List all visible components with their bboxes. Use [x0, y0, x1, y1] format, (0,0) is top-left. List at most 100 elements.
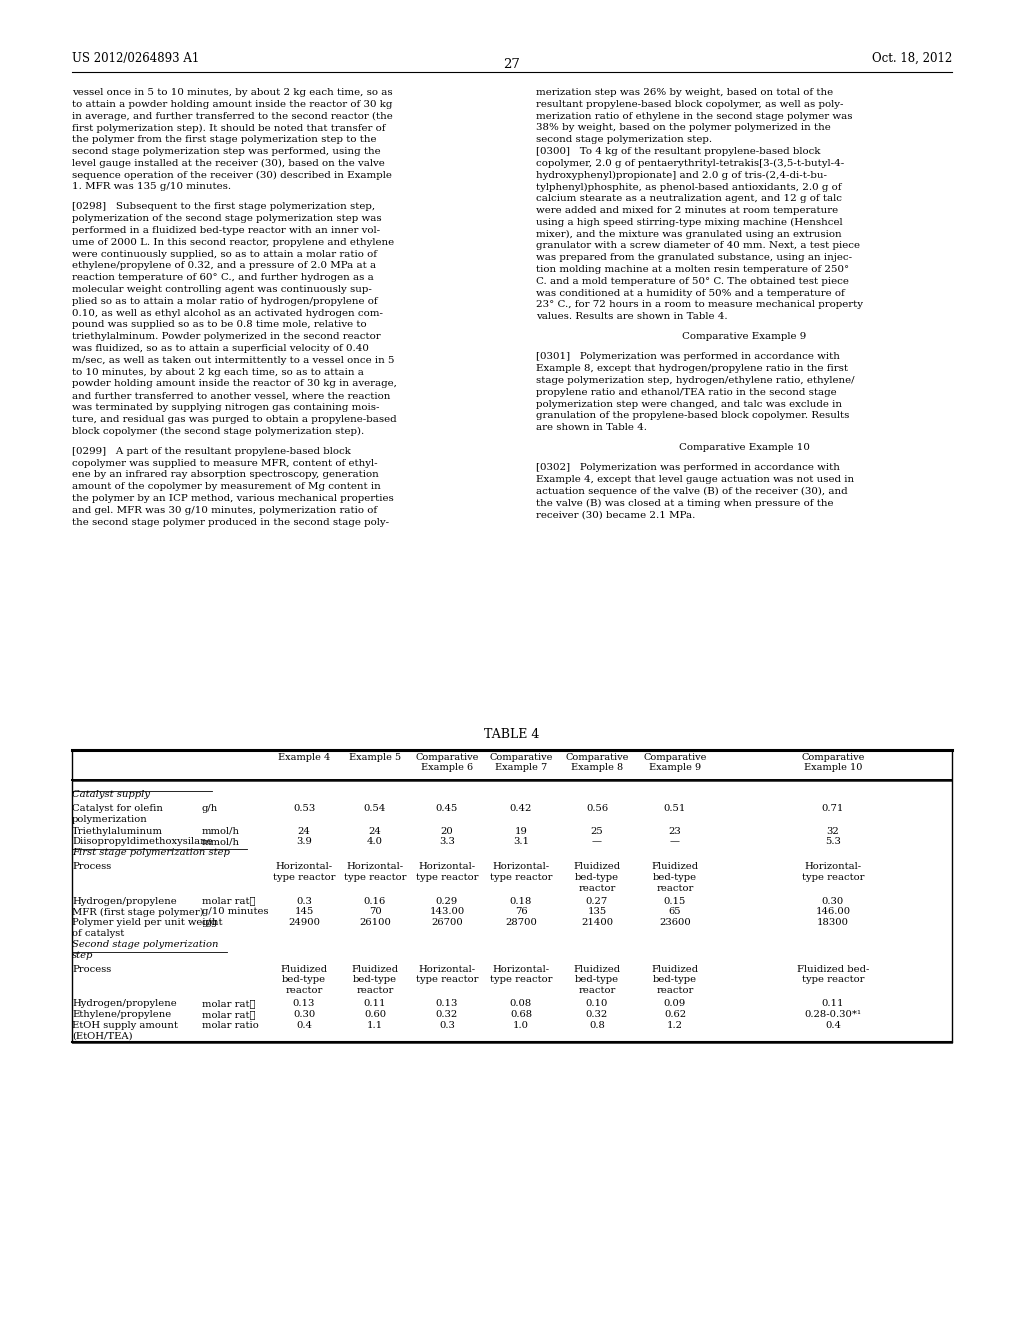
Text: copolymer was supplied to measure MFR, content of ethyl-: copolymer was supplied to measure MFR, c… — [72, 458, 378, 467]
Text: Example 8, except that hydrogen/propylene ratio in the first: Example 8, except that hydrogen/propylen… — [536, 364, 848, 374]
Text: hydroxyphenyl)propionate] and 2.0 g of tris-(2,4-di-t-bu-: hydroxyphenyl)propionate] and 2.0 g of t… — [536, 170, 827, 180]
Text: of catalyst: of catalyst — [72, 929, 124, 939]
Text: type reactor: type reactor — [802, 975, 864, 985]
Text: 0.11: 0.11 — [821, 999, 844, 1008]
Text: Horizontal-: Horizontal- — [493, 965, 550, 974]
Text: 0.10, as well as ethyl alcohol as an activated hydrogen com-: 0.10, as well as ethyl alcohol as an act… — [72, 309, 383, 318]
Text: 0.53: 0.53 — [293, 804, 315, 813]
Text: 1. MFR was 135 g/10 minutes.: 1. MFR was 135 g/10 minutes. — [72, 182, 231, 191]
Text: was conditioned at a humidity of 50% and a temperature of: was conditioned at a humidity of 50% and… — [536, 289, 845, 297]
Text: granulation of the propylene-based block copolymer. Results: granulation of the propylene-based block… — [536, 412, 849, 420]
Text: Polymer yield per unit weight: Polymer yield per unit weight — [72, 919, 222, 927]
Text: Diisopropyldimethoxysilane: Diisopropyldimethoxysilane — [72, 837, 213, 846]
Text: Fluidized: Fluidized — [351, 965, 398, 974]
Text: to attain a powder holding amount inside the reactor of 30 kg: to attain a powder holding amount inside… — [72, 100, 392, 108]
Text: molar ratⓡ: molar ratⓡ — [202, 1010, 256, 1019]
Text: ethylene/propylene of 0.32, and a pressure of 2.0 MPa at a: ethylene/propylene of 0.32, and a pressu… — [72, 261, 376, 271]
Text: tylphenyl)phosphite, as phenol-based antioxidants, 2.0 g of: tylphenyl)phosphite, as phenol-based ant… — [536, 182, 842, 191]
Text: 0.4: 0.4 — [825, 1020, 841, 1030]
Text: the polymer from the first stage polymerization step to the: the polymer from the first stage polymer… — [72, 135, 377, 144]
Text: granulator with a screw diameter of 40 mm. Next, a test piece: granulator with a screw diameter of 40 m… — [536, 242, 860, 251]
Text: 70: 70 — [369, 907, 381, 916]
Text: actuation sequence of the valve (B) of the receiver (30), and: actuation sequence of the valve (B) of t… — [536, 487, 848, 496]
Text: 32: 32 — [826, 826, 840, 836]
Text: 25: 25 — [591, 826, 603, 836]
Text: 0.54: 0.54 — [364, 804, 386, 813]
Text: the second stage polymer produced in the second stage poly-: the second stage polymer produced in the… — [72, 517, 389, 527]
Text: using a high speed stirring-type mixing machine (Henshcel: using a high speed stirring-type mixing … — [536, 218, 843, 227]
Text: [0300]   To 4 kg of the resultant propylene-based block: [0300] To 4 kg of the resultant propylen… — [536, 147, 820, 156]
Text: 38% by weight, based on the polymer polymerized in the: 38% by weight, based on the polymer poly… — [536, 123, 830, 132]
Text: 28700: 28700 — [505, 919, 537, 927]
Text: [0302]   Polymerization was performed in accordance with: [0302] Polymerization was performed in a… — [536, 463, 840, 473]
Text: was prepared from the granulated substance, using an injec-: was prepared from the granulated substan… — [536, 253, 852, 263]
Text: —: — — [670, 837, 680, 846]
Text: Example 5: Example 5 — [349, 752, 401, 762]
Text: are shown in Table 4.: are shown in Table 4. — [536, 424, 647, 432]
Text: EtOH supply amount: EtOH supply amount — [72, 1020, 178, 1030]
Text: 145: 145 — [294, 907, 313, 916]
Text: 0.68: 0.68 — [510, 1010, 532, 1019]
Text: Horizontal-: Horizontal- — [419, 965, 475, 974]
Text: Catalyst supply: Catalyst supply — [72, 789, 150, 799]
Text: 65: 65 — [669, 907, 681, 916]
Text: 0.29: 0.29 — [436, 896, 458, 906]
Text: Horizontal-: Horizontal- — [493, 862, 550, 871]
Text: type reactor: type reactor — [489, 873, 552, 882]
Text: second stage polymerization step was performed, using the: second stage polymerization step was per… — [72, 147, 381, 156]
Text: and gel. MFR was 30 g/10 minutes, polymerization ratio of: and gel. MFR was 30 g/10 minutes, polyme… — [72, 506, 377, 515]
Text: was terminated by supplying nitrogen gas containing mois-: was terminated by supplying nitrogen gas… — [72, 403, 380, 412]
Text: 23° C., for 72 hours in a room to measure mechanical property: 23° C., for 72 hours in a room to measur… — [536, 301, 863, 309]
Text: 0.62: 0.62 — [664, 1010, 686, 1019]
Text: molar ratⓡ: molar ratⓡ — [202, 896, 256, 906]
Text: 1.1: 1.1 — [367, 1020, 383, 1030]
Text: [0298]   Subsequent to the first stage polymerization step,: [0298] Subsequent to the first stage pol… — [72, 202, 375, 211]
Text: 0.71: 0.71 — [822, 804, 844, 813]
Text: step: step — [72, 950, 93, 960]
Text: Horizontal-: Horizontal- — [275, 862, 333, 871]
Text: first polymerization step). It should be noted that transfer of: first polymerization step). It should be… — [72, 123, 385, 132]
Text: bed-type: bed-type — [653, 873, 697, 882]
Text: triethylalminum. Powder polymerized in the second reactor: triethylalminum. Powder polymerized in t… — [72, 333, 381, 342]
Text: molar ratⓡ: molar ratⓡ — [202, 999, 256, 1008]
Text: Horizontal-: Horizontal- — [419, 862, 475, 871]
Text: [0301]   Polymerization was performed in accordance with: [0301] Polymerization was performed in a… — [536, 352, 840, 362]
Text: Fluidized: Fluidized — [281, 965, 328, 974]
Text: and further transferred to another vessel, where the reaction: and further transferred to another vesse… — [72, 391, 390, 400]
Text: 143.00: 143.00 — [429, 907, 465, 916]
Text: 0.8: 0.8 — [589, 1020, 605, 1030]
Text: g/h: g/h — [202, 804, 218, 813]
Text: 0.45: 0.45 — [436, 804, 458, 813]
Text: 0.51: 0.51 — [664, 804, 686, 813]
Text: 0.13: 0.13 — [436, 999, 458, 1008]
Text: 26700: 26700 — [431, 919, 463, 927]
Text: Example 9: Example 9 — [649, 763, 701, 772]
Text: 0.30: 0.30 — [293, 1010, 315, 1019]
Text: polymerization of the second stage polymerization step was: polymerization of the second stage polym… — [72, 214, 382, 223]
Text: performed in a fluidized bed-type reactor with an inner vol-: performed in a fluidized bed-type reacto… — [72, 226, 380, 235]
Text: ene by an infrared ray absorption spectroscopy, generation: ene by an infrared ray absorption spectr… — [72, 470, 379, 479]
Text: 1.2: 1.2 — [667, 1020, 683, 1030]
Text: the polymer by an ICP method, various mechanical properties: the polymer by an ICP method, various me… — [72, 494, 394, 503]
Text: 23: 23 — [669, 826, 681, 836]
Text: —: — — [592, 837, 602, 846]
Text: type reactor: type reactor — [344, 873, 407, 882]
Text: ume of 2000 L. In this second reactor, propylene and ethylene: ume of 2000 L. In this second reactor, p… — [72, 238, 394, 247]
Text: plied so as to attain a molar ratio of hydrogen/propylene of: plied so as to attain a molar ratio of h… — [72, 297, 378, 306]
Text: values. Results are shown in Table 4.: values. Results are shown in Table 4. — [536, 313, 728, 321]
Text: 0.08: 0.08 — [510, 999, 532, 1008]
Text: 0.11: 0.11 — [364, 999, 386, 1008]
Text: Comparative: Comparative — [643, 752, 707, 762]
Text: propylene ratio and ethanol/TEA ratio in the second stage: propylene ratio and ethanol/TEA ratio in… — [536, 388, 837, 397]
Text: 0.16: 0.16 — [364, 896, 386, 906]
Text: were continuously supplied, so as to attain a molar ratio of: were continuously supplied, so as to att… — [72, 249, 377, 259]
Text: reactor: reactor — [286, 986, 323, 995]
Text: Comparative: Comparative — [802, 752, 864, 762]
Text: 0.27: 0.27 — [586, 896, 608, 906]
Text: TABLE 4: TABLE 4 — [484, 729, 540, 741]
Text: 0.13: 0.13 — [293, 999, 315, 1008]
Text: 0.28-0.30*¹: 0.28-0.30*¹ — [805, 1010, 861, 1019]
Text: Example 10: Example 10 — [804, 763, 862, 772]
Text: 0.3: 0.3 — [296, 896, 312, 906]
Text: type reactor: type reactor — [802, 873, 864, 882]
